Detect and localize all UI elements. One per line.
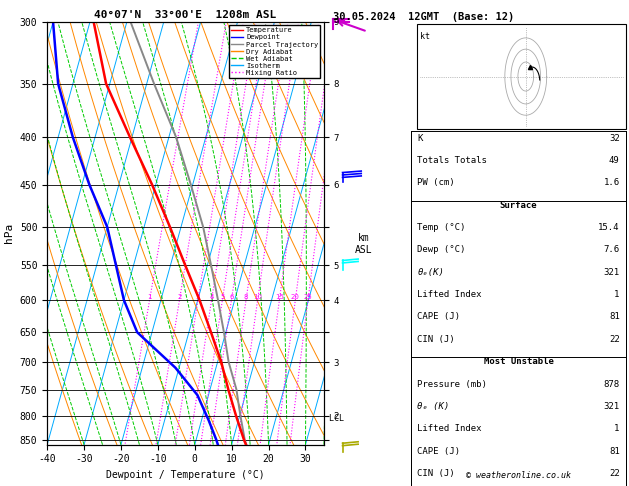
Text: Dewp (°C): Dewp (°C) bbox=[417, 245, 465, 255]
Text: CAPE (J): CAPE (J) bbox=[417, 312, 460, 322]
Text: 4: 4 bbox=[209, 294, 214, 300]
Y-axis label: km
ASL: km ASL bbox=[355, 233, 373, 255]
Text: 22: 22 bbox=[609, 335, 620, 344]
Text: 15: 15 bbox=[275, 294, 284, 300]
Text: Surface: Surface bbox=[499, 201, 537, 210]
Text: 321: 321 bbox=[604, 268, 620, 277]
Bar bbox=[417, 24, 626, 129]
Text: 20: 20 bbox=[291, 294, 300, 300]
Text: CIN (J): CIN (J) bbox=[417, 335, 455, 344]
Text: 321: 321 bbox=[604, 402, 620, 411]
Text: 81: 81 bbox=[609, 312, 620, 322]
Text: 1: 1 bbox=[615, 424, 620, 434]
Text: 1: 1 bbox=[147, 294, 152, 300]
Legend: Temperature, Dewpoint, Parcel Trajectory, Dry Adiabat, Wet Adiabat, Isotherm, Mi: Temperature, Dewpoint, Parcel Trajectory… bbox=[229, 25, 320, 78]
Text: 8: 8 bbox=[243, 294, 248, 300]
Text: 3: 3 bbox=[196, 294, 200, 300]
Text: Totals Totals: Totals Totals bbox=[417, 156, 487, 165]
Text: CAPE (J): CAPE (J) bbox=[417, 447, 460, 456]
Text: 7.6: 7.6 bbox=[604, 245, 620, 255]
Text: θₑ(K): θₑ(K) bbox=[417, 268, 444, 277]
Text: PW (cm): PW (cm) bbox=[417, 178, 455, 188]
Text: LCL: LCL bbox=[324, 414, 344, 423]
Text: CIN (J): CIN (J) bbox=[417, 469, 455, 478]
Text: 5: 5 bbox=[220, 294, 225, 300]
Text: K: K bbox=[417, 134, 423, 143]
Text: Lifted Index: Lifted Index bbox=[417, 290, 482, 299]
Text: 32: 32 bbox=[609, 134, 620, 143]
Text: 15.4: 15.4 bbox=[598, 223, 620, 232]
Text: 49: 49 bbox=[609, 156, 620, 165]
Text: Temp (°C): Temp (°C) bbox=[417, 223, 465, 232]
Text: 22: 22 bbox=[609, 469, 620, 478]
Text: 25: 25 bbox=[304, 294, 313, 300]
Text: © weatheronline.co.uk: © weatheronline.co.uk bbox=[466, 471, 571, 480]
Text: Most Unstable: Most Unstable bbox=[484, 357, 554, 366]
Text: 10: 10 bbox=[253, 294, 262, 300]
Text: kt: kt bbox=[420, 32, 430, 41]
Text: 1: 1 bbox=[615, 290, 620, 299]
Text: 30.05.2024  12GMT  (Base: 12): 30.05.2024 12GMT (Base: 12) bbox=[333, 12, 515, 22]
Text: 1.6: 1.6 bbox=[604, 178, 620, 188]
Text: θₑ (K): θₑ (K) bbox=[417, 402, 450, 411]
Text: Pressure (mb): Pressure (mb) bbox=[417, 380, 487, 389]
Text: Lifted Index: Lifted Index bbox=[417, 424, 482, 434]
Text: 6: 6 bbox=[229, 294, 233, 300]
Text: 878: 878 bbox=[604, 380, 620, 389]
Text: 2: 2 bbox=[177, 294, 182, 300]
Y-axis label: hPa: hPa bbox=[4, 223, 14, 243]
X-axis label: Dewpoint / Temperature (°C): Dewpoint / Temperature (°C) bbox=[106, 470, 265, 480]
Text: 81: 81 bbox=[609, 447, 620, 456]
Title: 40°07'N  33°00'E  1208m ASL: 40°07'N 33°00'E 1208m ASL bbox=[94, 10, 277, 20]
